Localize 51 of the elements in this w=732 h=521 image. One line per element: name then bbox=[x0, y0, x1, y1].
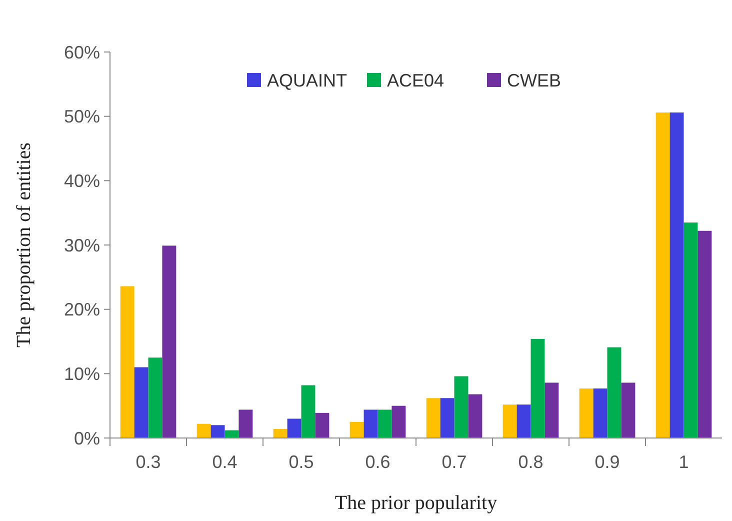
bar bbox=[593, 388, 608, 438]
x-tick-label: 0.5 bbox=[288, 452, 314, 472]
legend-label: ACE04 bbox=[387, 70, 444, 90]
bar bbox=[468, 394, 482, 438]
bar bbox=[148, 358, 162, 438]
bar bbox=[273, 428, 288, 438]
y-tick-label: 0% bbox=[74, 428, 100, 448]
legend-label: CWEB bbox=[507, 70, 561, 90]
bar bbox=[364, 410, 378, 438]
bar bbox=[530, 338, 545, 438]
bar bbox=[238, 410, 253, 438]
bar bbox=[698, 230, 712, 438]
bar bbox=[196, 424, 211, 438]
bar bbox=[392, 406, 406, 438]
bar bbox=[426, 398, 440, 438]
bar bbox=[350, 422, 364, 438]
x-axis-title: The prior popularity bbox=[334, 492, 498, 514]
bar bbox=[162, 246, 176, 438]
y-axis-title: The proportion of entities bbox=[13, 142, 35, 348]
x-tick-label: 0.8 bbox=[518, 452, 544, 472]
bar bbox=[287, 418, 302, 438]
x-tick-label: 0.7 bbox=[442, 452, 467, 472]
bar bbox=[684, 222, 698, 438]
y-tick-label: 30% bbox=[64, 235, 100, 256]
y-tick-label: 20% bbox=[64, 300, 100, 320]
bar bbox=[440, 398, 454, 438]
bar bbox=[454, 376, 468, 438]
bar bbox=[210, 425, 225, 438]
bar bbox=[315, 412, 330, 438]
x-tick-label: 0.6 bbox=[365, 452, 390, 472]
x-tick-label: 1 bbox=[678, 452, 689, 472]
bar bbox=[134, 367, 148, 438]
bar bbox=[120, 286, 134, 438]
x-tick-label: 0.4 bbox=[212, 452, 238, 472]
bar bbox=[621, 382, 636, 438]
bar bbox=[656, 112, 670, 438]
bar bbox=[607, 347, 622, 438]
bar bbox=[670, 112, 684, 438]
y-tick-label: 60% bbox=[64, 42, 100, 62]
x-tick-label: 0.9 bbox=[594, 452, 620, 472]
y-tick-label: 10% bbox=[64, 364, 100, 384]
bar bbox=[301, 385, 316, 438]
bar bbox=[516, 404, 531, 438]
bar bbox=[502, 404, 517, 438]
bar bbox=[544, 382, 559, 438]
y-tick-label: 40% bbox=[64, 170, 100, 191]
bar bbox=[579, 388, 594, 438]
bar bbox=[378, 410, 392, 438]
x-tick-label: 0.3 bbox=[136, 452, 161, 472]
y-tick-label: 50% bbox=[64, 106, 100, 127]
legend-label: AQUAINT bbox=[267, 70, 348, 90]
